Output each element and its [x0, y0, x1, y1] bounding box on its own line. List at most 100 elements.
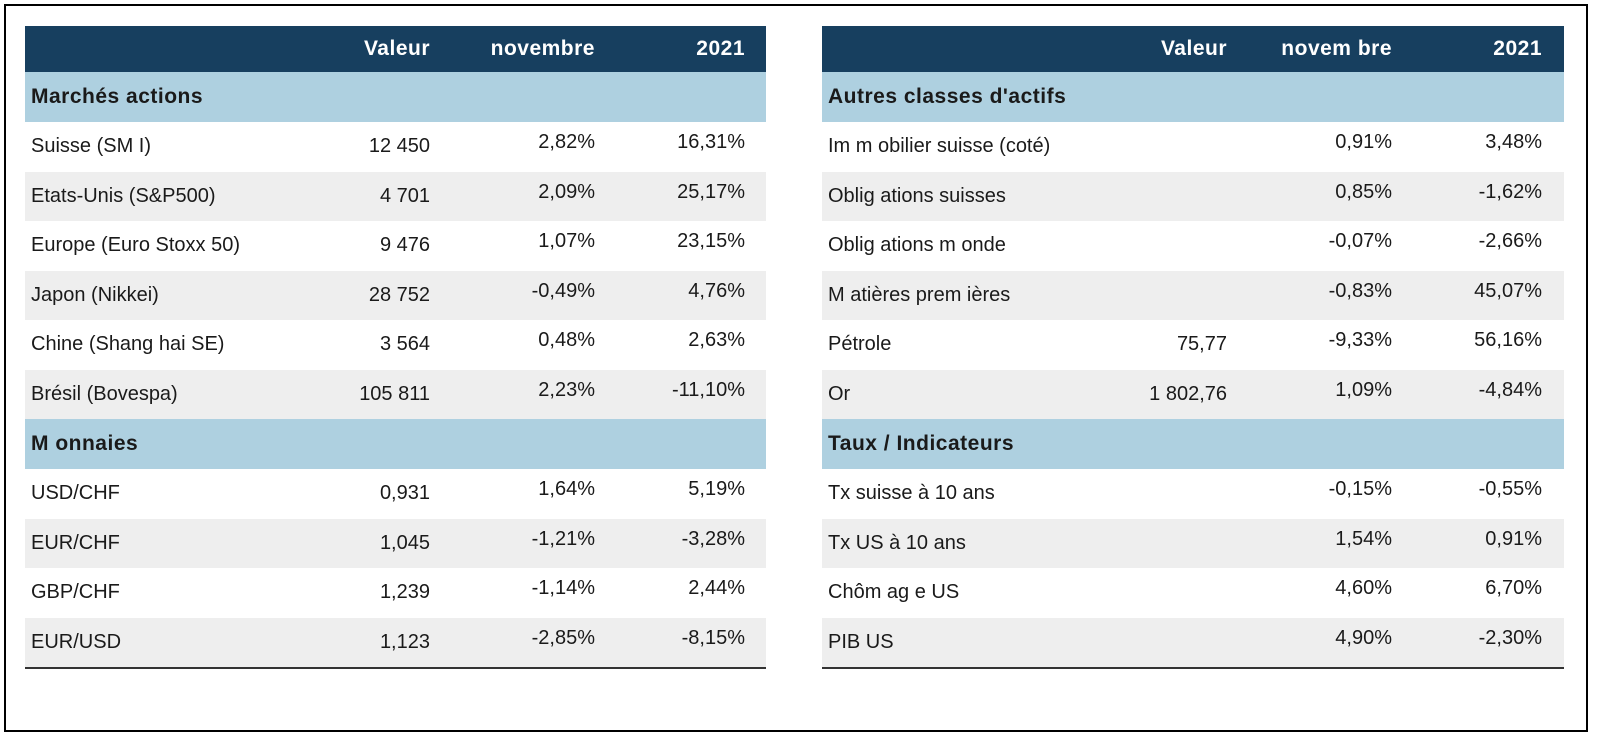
row-november: 0,91% [1335, 131, 1392, 154]
row-november: -0,15% [1328, 478, 1392, 501]
table-row: Chôm ag e US 4,60% 6,70% [822, 568, 1564, 618]
row-value: 9 476 [379, 234, 430, 257]
row-ytd: 5,19% [688, 478, 745, 501]
equities-currencies-table: Valeur novembre 2021 Marchés actions Sui… [25, 26, 766, 669]
table-row: Or 1 802,76 1,09% -4,84% [822, 369, 1564, 419]
table-header: Valeur novembre 2021 [25, 26, 766, 72]
header-valeur: Valeur [1160, 37, 1227, 60]
row-label: EUR/CHF [31, 531, 120, 554]
row-ytd: -3,28% [681, 527, 745, 550]
table-row: Im m obilier suisse (coté) 0,91% 3,48% [822, 122, 1564, 172]
row-value: 1,239 [379, 581, 430, 604]
row-label: USD/CHF [31, 482, 120, 505]
row-ytd: -11,10% [671, 378, 745, 401]
section-title-equities: Marchés actions [25, 72, 766, 122]
row-november: 2,82% [538, 131, 595, 154]
row-label: Tx suisse à 10 ans [828, 482, 995, 505]
row-label: Im m obilier suisse (coté) [828, 135, 1051, 158]
table-row: Europe (Euro Stoxx 50) 9 476 1,07% 23,15… [25, 221, 766, 271]
row-label: GBP/CHF [31, 581, 120, 604]
row-november: -0,07% [1328, 230, 1392, 253]
table-row: Etats-Unis (S&P500) 4 701 2,09% 25,17% [25, 171, 766, 221]
row-november: 2,23% [538, 378, 595, 401]
header-2021: 2021 [696, 37, 745, 60]
table-row: GBP/CHF 1,239 -1,14% 2,44% [25, 568, 766, 618]
row-ytd: 4,76% [688, 279, 745, 302]
row-ytd: 0,91% [1485, 527, 1542, 550]
row-label: Or [828, 382, 851, 405]
header-novembre: novembre [490, 37, 595, 60]
table-row: Japon (Nikkei) 28 752 -0,49% 4,76% [25, 270, 766, 320]
section-title-currencies: M onnaies [25, 419, 766, 469]
row-value: 12 450 [368, 135, 430, 158]
row-label: Chine (Shang hai SE) [31, 333, 225, 356]
row-label: Suisse (SM I) [31, 135, 152, 158]
table-row: EUR/CHF 1,045 -1,21% -3,28% [25, 518, 766, 568]
row-label: Japon (Nikkei) [31, 283, 159, 306]
row-november: 1,07% [538, 230, 595, 253]
row-label: M atières prem ières [828, 283, 1011, 306]
row-ytd: 23,15% [677, 230, 745, 253]
section-title-other-assets: Autres classes d'actifs [822, 72, 1564, 122]
row-november: 1,64% [538, 478, 595, 501]
row-ytd: 56,16% [1474, 329, 1542, 352]
row-ytd: 25,17% [677, 180, 745, 203]
other-assets-indicators-table: Valeur novem bre 2021 Autres classes d'a… [822, 26, 1564, 669]
row-ytd: -8,15% [681, 626, 745, 649]
row-label: PIB US [828, 630, 894, 653]
row-label: Brésil (Bovespa) [31, 382, 178, 405]
document-frame: Valeur novembre 2021 Marchés actions Sui… [4, 4, 1588, 732]
table-row: M atières prem ières -0,83% 45,07% [822, 270, 1564, 320]
table-header: Valeur novem bre 2021 [822, 26, 1564, 72]
row-value: 75,77 [1176, 333, 1227, 356]
table-row: Brésil (Bovespa) 105 811 2,23% -11,10% [25, 369, 766, 419]
row-november: -0,49% [531, 279, 595, 302]
table-bottom-rule [25, 667, 766, 669]
section-title: Taux / Indicateurs [828, 432, 1014, 455]
row-november: 0,48% [538, 329, 595, 352]
row-november: -9,33% [1328, 329, 1392, 352]
header-valeur: Valeur [363, 37, 430, 60]
row-label: Chôm ag e US [828, 581, 960, 604]
row-ytd: -4,84% [1478, 378, 1542, 401]
table-row: Tx US à 10 ans 1,54% 0,91% [822, 518, 1564, 568]
section-title: Marchés actions [31, 85, 204, 108]
table-row: EUR/USD 1,123 -2,85% -8,15% [25, 617, 766, 667]
row-november: -2,85% [531, 626, 595, 649]
row-label: Oblig ations suisses [828, 184, 1006, 207]
row-label: Etats-Unis (S&P500) [31, 184, 216, 207]
table-bottom-rule [822, 667, 1564, 669]
row-ytd: -2,66% [1478, 230, 1542, 253]
row-value: 1 802,76 [1149, 382, 1227, 405]
table-row: Tx suisse à 10 ans -0,15% -0,55% [822, 469, 1564, 519]
row-november: 1,54% [1335, 527, 1392, 550]
table-row: USD/CHF 0,931 1,64% 5,19% [25, 469, 766, 519]
row-november: -0,83% [1328, 279, 1392, 302]
row-ytd: 45,07% [1474, 279, 1542, 302]
row-label: Europe (Euro Stoxx 50) [31, 234, 240, 257]
row-value: 1,045 [379, 531, 430, 554]
row-value: 28 752 [368, 283, 430, 306]
table-row: Oblig ations m onde -0,07% -2,66% [822, 221, 1564, 271]
row-ytd: 2,63% [688, 329, 745, 352]
table-row: Pétrole 75,77 -9,33% 56,16% [822, 320, 1564, 370]
row-ytd: 2,44% [688, 577, 745, 600]
section-title: M onnaies [31, 432, 139, 455]
row-ytd: -0,55% [1478, 478, 1542, 501]
row-ytd: 16,31% [677, 131, 745, 154]
header-2021: 2021 [1493, 37, 1542, 60]
row-value: 4 701 [379, 184, 430, 207]
row-label: Oblig ations m onde [828, 234, 1006, 257]
table-row: Suisse (SM I) 12 450 2,82% 16,31% [25, 122, 766, 172]
table-row: Oblig ations suisses 0,85% -1,62% [822, 171, 1564, 221]
row-label: EUR/USD [31, 630, 122, 653]
section-title: Autres classes d'actifs [828, 85, 1067, 108]
row-november: 2,09% [538, 180, 595, 203]
row-november: 4,60% [1335, 577, 1392, 600]
row-value: 1,123 [379, 630, 430, 653]
row-value: 0,931 [379, 482, 430, 505]
row-ytd: 6,70% [1485, 577, 1542, 600]
table-row: PIB US 4,90% -2,30% [822, 617, 1564, 667]
row-value: 105 811 [359, 382, 430, 405]
row-november: 0,85% [1335, 180, 1392, 203]
